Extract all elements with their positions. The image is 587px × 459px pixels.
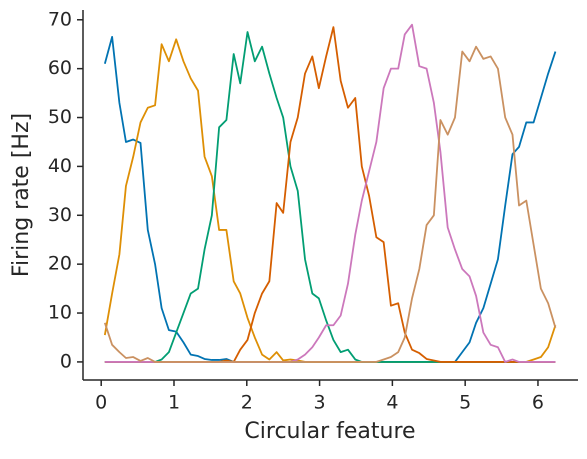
- x-tick-label: 5: [459, 392, 471, 414]
- series-line: [103, 38, 557, 363]
- x-tick-label: 6: [532, 392, 544, 414]
- y-tick-label: 40: [48, 155, 72, 177]
- x-tick-label: 3: [314, 392, 326, 414]
- y-axis-label: Firing rate [Hz]: [9, 113, 34, 277]
- x-tick-label: 2: [241, 392, 253, 414]
- x-axis-label: Circular feature: [244, 419, 415, 444]
- y-tick-label: 30: [48, 204, 72, 226]
- y-tick-label: 60: [48, 57, 72, 79]
- series-line: [104, 26, 556, 363]
- series-line: [104, 31, 556, 363]
- y-tick-label: 10: [48, 302, 72, 324]
- series-line: [103, 35, 557, 363]
- x-tick-label: 0: [95, 392, 107, 414]
- y-tick-label: 70: [48, 8, 72, 30]
- y-tick-label: 50: [48, 106, 72, 128]
- series-line: [104, 23, 556, 363]
- y-tick-label: 0: [60, 350, 72, 372]
- series-line: [103, 45, 557, 363]
- x-tick-label: 4: [386, 392, 398, 414]
- y-tick-label: 20: [48, 253, 72, 275]
- x-tick-label: 1: [168, 392, 180, 414]
